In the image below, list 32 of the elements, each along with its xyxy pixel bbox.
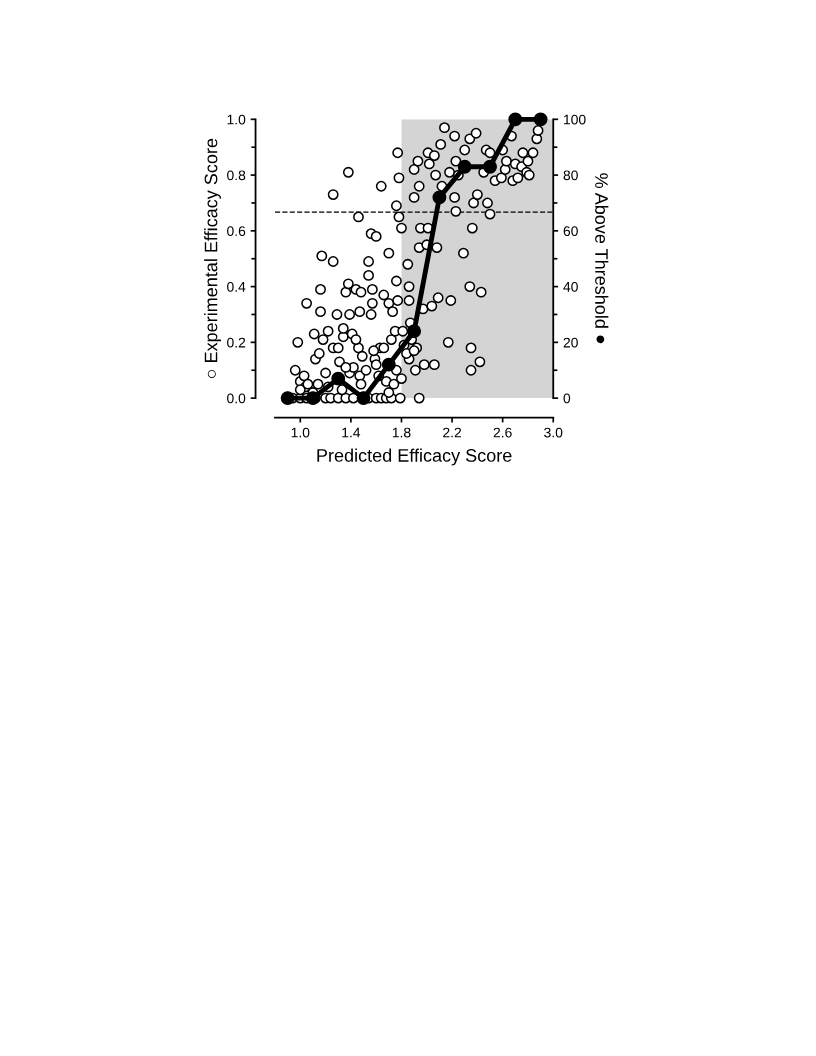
x-tick-label: 3.0 — [544, 427, 563, 438]
x-tick-label: 2.2 — [443, 427, 462, 438]
y-tick-label: 0.8 — [227, 170, 246, 181]
point — [356, 391, 371, 406]
y2-tick-label: 80 — [563, 170, 578, 181]
y2-tick-label: 40 — [563, 281, 578, 292]
point — [280, 391, 295, 406]
point — [533, 112, 548, 127]
x-tick-label: 1.8 — [392, 427, 411, 438]
x-axis-title: Predicted Efficacy Score — [317, 448, 512, 466]
point — [407, 324, 422, 339]
x-tick-label: 1.0 — [291, 427, 310, 438]
y-tick-label: 1.0 — [227, 114, 246, 125]
point — [331, 371, 346, 386]
y-tick-label: 0.4 — [227, 281, 246, 292]
point — [305, 391, 320, 406]
x-tick-label: 2.6 — [493, 427, 512, 438]
y-axis-title: ○ Experimental Efficacy Score — [204, 138, 221, 378]
point — [508, 112, 523, 127]
y-tick-label: 0.2 — [227, 337, 246, 348]
point — [457, 159, 472, 174]
x-tick-label: 1.4 — [342, 427, 361, 438]
point — [432, 190, 447, 205]
y2-axis-title: % Above Threshold ● — [595, 173, 609, 344]
y2-tick-label: 20 — [563, 337, 578, 348]
y2-tick-label: 0 — [563, 393, 571, 404]
y2-tick-label: 100 — [564, 114, 586, 125]
y-tick-label: 0.0 — [227, 393, 246, 404]
y2-tick-label: 60 — [563, 226, 578, 237]
point — [381, 357, 396, 372]
y-tick-label: 0.6 — [227, 226, 246, 237]
point — [483, 159, 497, 174]
